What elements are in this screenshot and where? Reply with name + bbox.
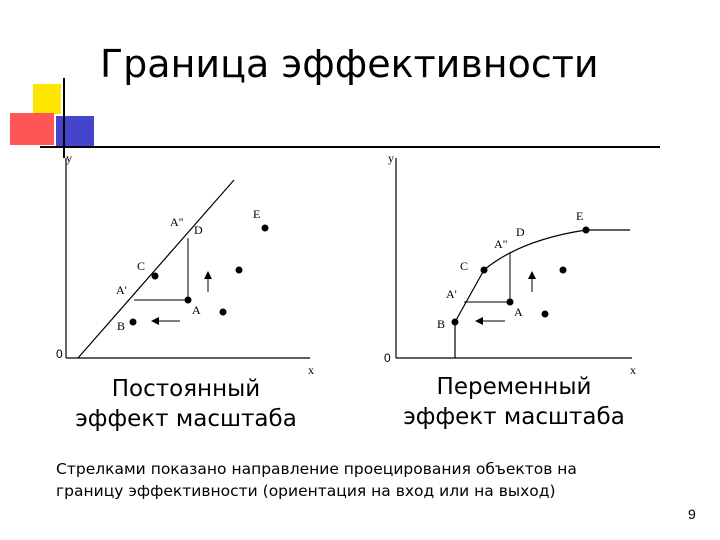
left-y-label: y: [66, 151, 72, 165]
left-point-extra: [219, 308, 227, 316]
left-x-label: x: [308, 363, 314, 377]
right-label-a-prime: A': [446, 287, 457, 301]
left-caption-line2: эффект масштаба: [75, 406, 297, 432]
decor-yellow-square: [33, 84, 61, 114]
right-point-d: [559, 266, 567, 274]
title-underline: [40, 146, 660, 148]
right-point-b: [451, 318, 459, 326]
left-label-c: C: [137, 259, 145, 273]
right-point-extra: [541, 310, 549, 318]
right-frontier-curve: [454, 229, 630, 358]
right-label-a: A: [514, 305, 523, 319]
left-point-d: [235, 266, 243, 274]
left-label-a-double-prime: A": [170, 215, 184, 229]
right-origin-label: 0: [384, 351, 391, 365]
left-point-c: [151, 272, 159, 280]
note-line2: границу эффективности (ориентация на вхо…: [56, 482, 556, 500]
right-point-a: [506, 298, 514, 306]
right-x-label: x: [630, 363, 636, 377]
slide-title: Граница эффективности: [100, 42, 599, 86]
right-point-c: [480, 266, 488, 274]
left-label-a-prime: A': [116, 283, 127, 297]
right-caption-line2: эффект масштаба: [403, 404, 625, 430]
left-caption: Постоянный эффект масштаба: [66, 374, 306, 434]
left-point-e: [261, 224, 269, 232]
left-caption-line1: Постоянный: [111, 376, 261, 402]
left-label-e: E: [253, 207, 260, 221]
right-point-e: [582, 226, 590, 234]
right-y-label: y: [388, 151, 394, 165]
left-origin-label: 0: [56, 347, 63, 361]
decor-vertical-line: [63, 78, 65, 158]
left-frontier-line: [77, 179, 235, 359]
left-label-a: A: [192, 303, 201, 317]
left-plot: y x 0 A B C D E A' A": [56, 151, 314, 377]
decor-red-square: [10, 113, 54, 145]
left-label-d: D: [194, 223, 203, 237]
note-line1: Стрелками показано направление проециров…: [56, 460, 577, 478]
page-number: 9: [688, 506, 696, 522]
right-label-d: D: [516, 225, 525, 239]
right-label-e: E: [576, 209, 583, 223]
right-caption: Переменный эффект масштаба: [394, 372, 634, 432]
left-label-b: B: [117, 319, 125, 333]
right-label-a-double-prime: A": [494, 237, 508, 251]
left-point-a: [184, 296, 192, 304]
left-point-b: [129, 318, 137, 326]
right-label-c: C: [460, 259, 468, 273]
decor-blue-square: [56, 116, 94, 146]
right-caption-line1: Переменный: [436, 374, 592, 400]
right-plot: y x 0 A B C D E A' A": [384, 151, 636, 377]
right-label-b: B: [437, 317, 445, 331]
explanation-note: Стрелками показано направление проециров…: [56, 458, 577, 502]
